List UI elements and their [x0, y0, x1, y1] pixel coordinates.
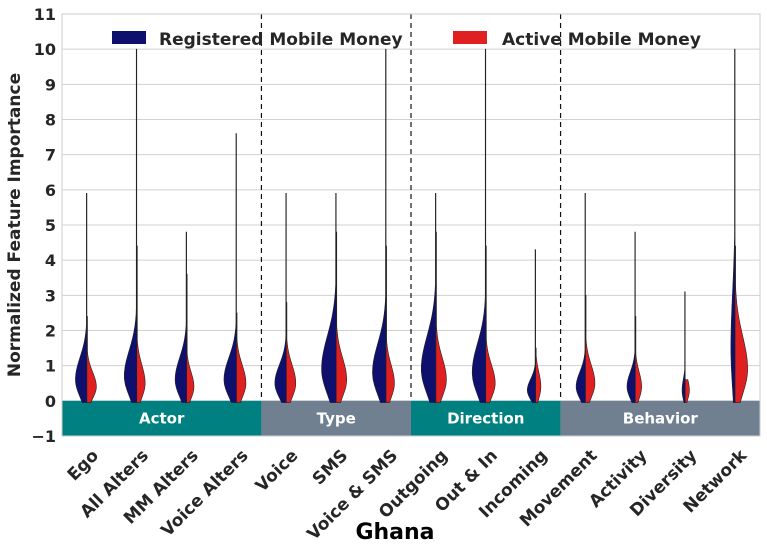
violin-half — [635, 316, 642, 403]
group-band — [411, 400, 561, 436]
y-axis-label: Normalized Feature Importance — [5, 73, 25, 377]
y-tick-label: 11 — [34, 5, 56, 24]
y-tick-label: 4 — [45, 251, 56, 270]
violin-half — [321, 193, 337, 403]
x-tick-label: Voice — [252, 446, 302, 496]
violin-half — [730, 48, 736, 403]
y-tick-label: 0 — [45, 392, 56, 411]
violins — [75, 48, 748, 403]
legend-swatch-active — [453, 31, 487, 44]
x-tick-label: SMS — [309, 446, 352, 489]
x-axis-label: Ghana — [355, 520, 434, 545]
y-tick-label: 5 — [45, 216, 56, 235]
legend-swatch-registered — [112, 31, 146, 44]
violin-half — [684, 379, 690, 403]
y-tick-label: 9 — [45, 75, 56, 94]
group-label: Behavior — [623, 409, 699, 427]
x-tick-label: Ego — [64, 446, 103, 485]
y-tick-label: 2 — [45, 322, 56, 341]
violin-half — [124, 48, 138, 403]
violin-half — [385, 245, 395, 403]
violin-half — [75, 193, 88, 403]
group-label: Actor — [139, 409, 185, 427]
group-label: Direction — [447, 409, 524, 427]
y-tick-labels: −1 0 1 2 3 4 5 6 7 8 9 10 11 — [31, 5, 56, 446]
y-tick-label: 7 — [45, 146, 56, 165]
y-tick-label: 6 — [45, 181, 56, 200]
group-band — [560, 400, 760, 436]
violin-half — [286, 302, 297, 403]
violin-half — [535, 347, 542, 403]
violin-half — [372, 48, 387, 403]
group-band — [261, 400, 411, 436]
y-tick-label: −1 — [31, 427, 56, 446]
violin-half — [136, 245, 146, 403]
violin-half — [485, 245, 496, 403]
y-tick-label: 3 — [45, 286, 56, 305]
group-band — [62, 400, 262, 436]
violin-half — [274, 193, 287, 403]
plot-frame — [61, 13, 761, 437]
violin-half — [174, 231, 187, 403]
x-tick-label: Voice Alters — [157, 446, 252, 541]
y-tick-label: 10 — [34, 40, 56, 59]
violin-half — [86, 316, 97, 403]
legend: Registered Mobile Money Active Mobile Mo… — [112, 30, 701, 50]
group-separators — [260, 14, 562, 401]
violin-half — [186, 273, 195, 403]
group-label: Type — [317, 409, 356, 427]
violin-half — [420, 193, 437, 403]
y-tick-label: 1 — [45, 357, 56, 376]
legend-label-registered: Registered Mobile Money — [159, 30, 403, 50]
violin-half — [526, 249, 536, 403]
violin-half — [681, 291, 686, 403]
violin-half — [734, 245, 748, 403]
violin-half — [626, 231, 636, 403]
violin-half — [585, 295, 596, 403]
violin-half — [471, 48, 487, 403]
y-tick-label: 8 — [45, 111, 56, 130]
legend-label-active: Active Mobile Money — [502, 30, 701, 50]
violin-half — [575, 193, 586, 403]
group-bands: Actor Type Direction Behavior — [62, 400, 760, 436]
violin-half — [236, 312, 247, 403]
violin-half — [223, 133, 237, 403]
violin-half — [335, 231, 347, 403]
violin-half — [435, 231, 447, 403]
